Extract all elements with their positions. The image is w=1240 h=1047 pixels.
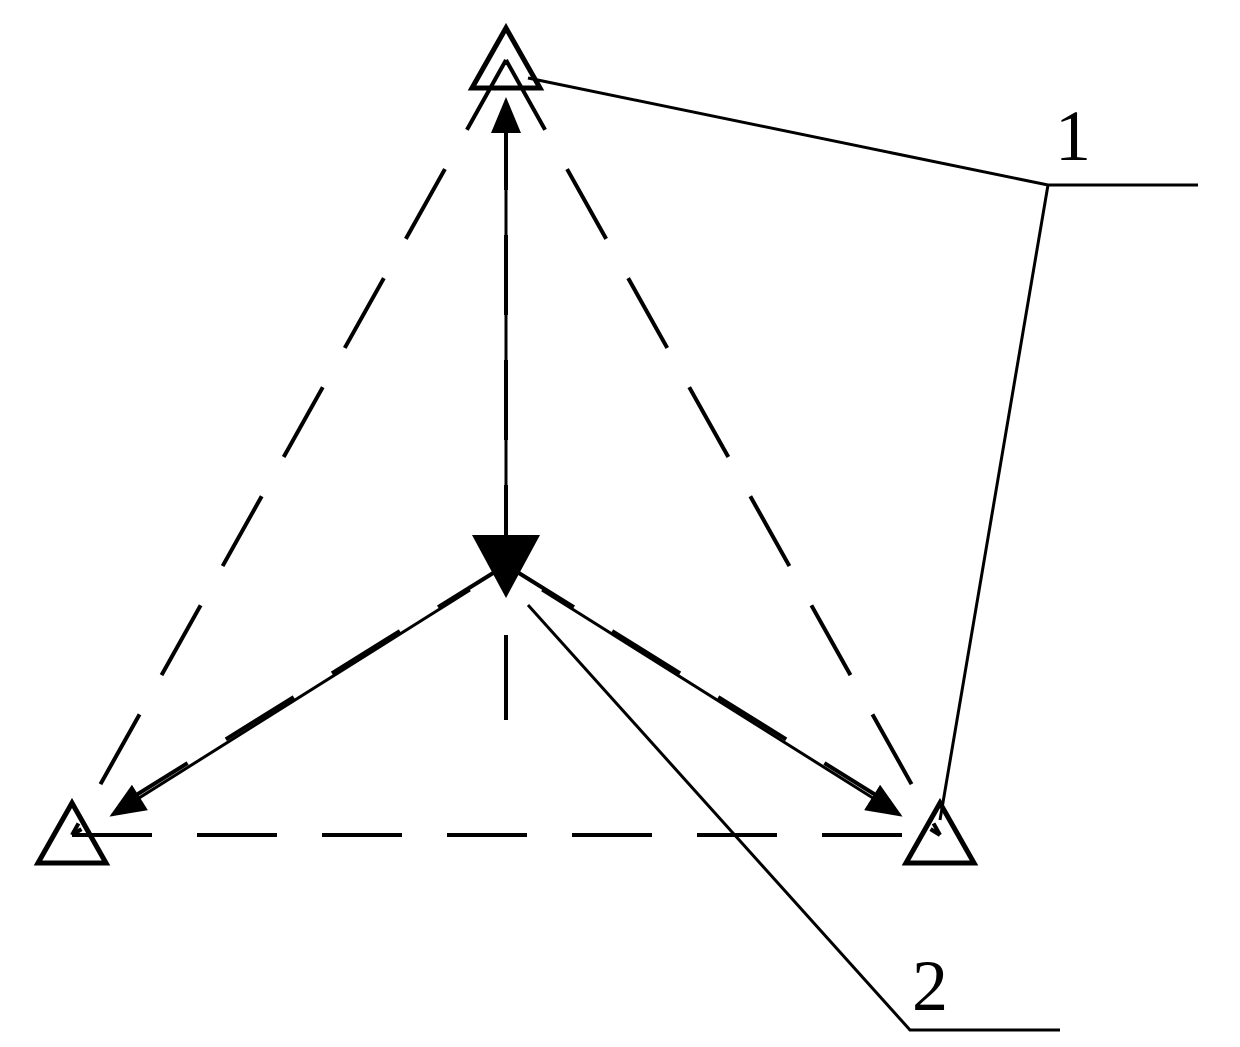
callout-2-leader	[528, 605, 1060, 1030]
callout-1-leader	[528, 78, 1198, 185]
callout-1-label: 1	[1055, 95, 1091, 178]
callout-2-label: 2	[912, 945, 948, 1028]
center-marker	[472, 535, 540, 598]
callout-leaders	[528, 78, 1198, 1030]
diagram-svg	[0, 0, 1240, 1047]
callout-1-branch	[940, 185, 1048, 820]
